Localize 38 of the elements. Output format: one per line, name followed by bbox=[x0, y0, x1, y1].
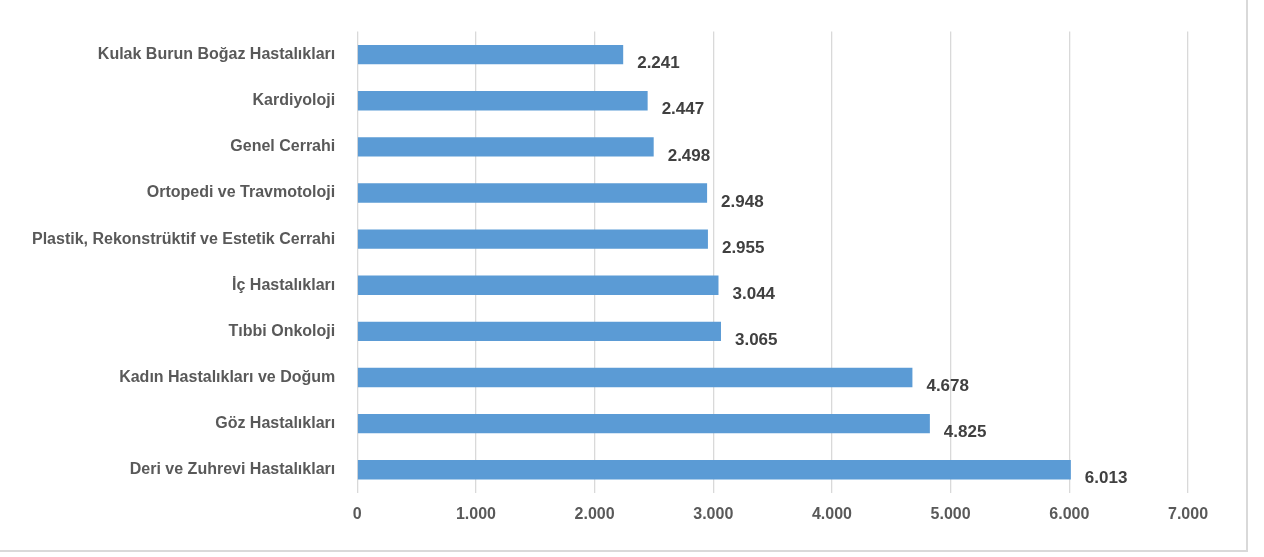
bar bbox=[357, 91, 648, 111]
x-tick-label: 1.000 bbox=[455, 504, 497, 522]
bar bbox=[357, 413, 930, 434]
data-label: 6.013 bbox=[1084, 468, 1128, 488]
y-tick-label: Kulak Burun Boğaz Hastalıkları bbox=[97, 45, 336, 63]
x-tick-label: 7.000 bbox=[1167, 504, 1209, 522]
y-tick-label: Deri ve Zuhrevi Hastalıkları bbox=[129, 460, 336, 478]
y-tick-label: Kadın Hastalıkları ve Doğum bbox=[119, 367, 336, 385]
bar bbox=[357, 183, 708, 203]
bar bbox=[357, 321, 721, 342]
x-tick-label: 5.000 bbox=[930, 504, 971, 522]
bar bbox=[357, 137, 654, 157]
bar bbox=[357, 367, 913, 388]
x-tick-label: 6.000 bbox=[1049, 504, 1090, 522]
x-tick-label: 4.000 bbox=[811, 504, 853, 522]
data-label: 2.241 bbox=[637, 53, 680, 73]
data-label: 2.447 bbox=[661, 99, 705, 119]
y-tick-label: İç Hastalıkları bbox=[232, 275, 336, 293]
y-tick-label: Ortopedi ve Travmotoloji bbox=[146, 183, 336, 201]
data-label: 3.044 bbox=[732, 283, 776, 303]
y-tick-label: Genel Cerrahi bbox=[230, 137, 336, 155]
data-label: 4.678 bbox=[926, 376, 969, 396]
data-label: 2.948 bbox=[721, 191, 764, 211]
data-label: 2.955 bbox=[721, 237, 765, 257]
y-tick-label: Kardiyoloji bbox=[252, 91, 336, 109]
bar bbox=[357, 275, 719, 295]
y-tick-label: Plastik, Rekonstrüktif ve Estetik Cerrahi bbox=[31, 229, 336, 247]
data-label: 4.825 bbox=[943, 422, 987, 442]
x-tick-label: 0 bbox=[352, 504, 362, 522]
data-label: 2.498 bbox=[667, 145, 711, 165]
x-tick-label: 3.000 bbox=[693, 504, 734, 522]
bar bbox=[357, 44, 624, 65]
x-tick-label: 2.000 bbox=[574, 504, 615, 522]
y-tick-label: Tıbbi Onkoloji bbox=[228, 321, 336, 339]
y-tick-label: Göz Hastalıkları bbox=[215, 414, 336, 432]
bar bbox=[357, 229, 708, 249]
data-label: 3.065 bbox=[734, 330, 778, 350]
bar bbox=[357, 460, 1071, 480]
